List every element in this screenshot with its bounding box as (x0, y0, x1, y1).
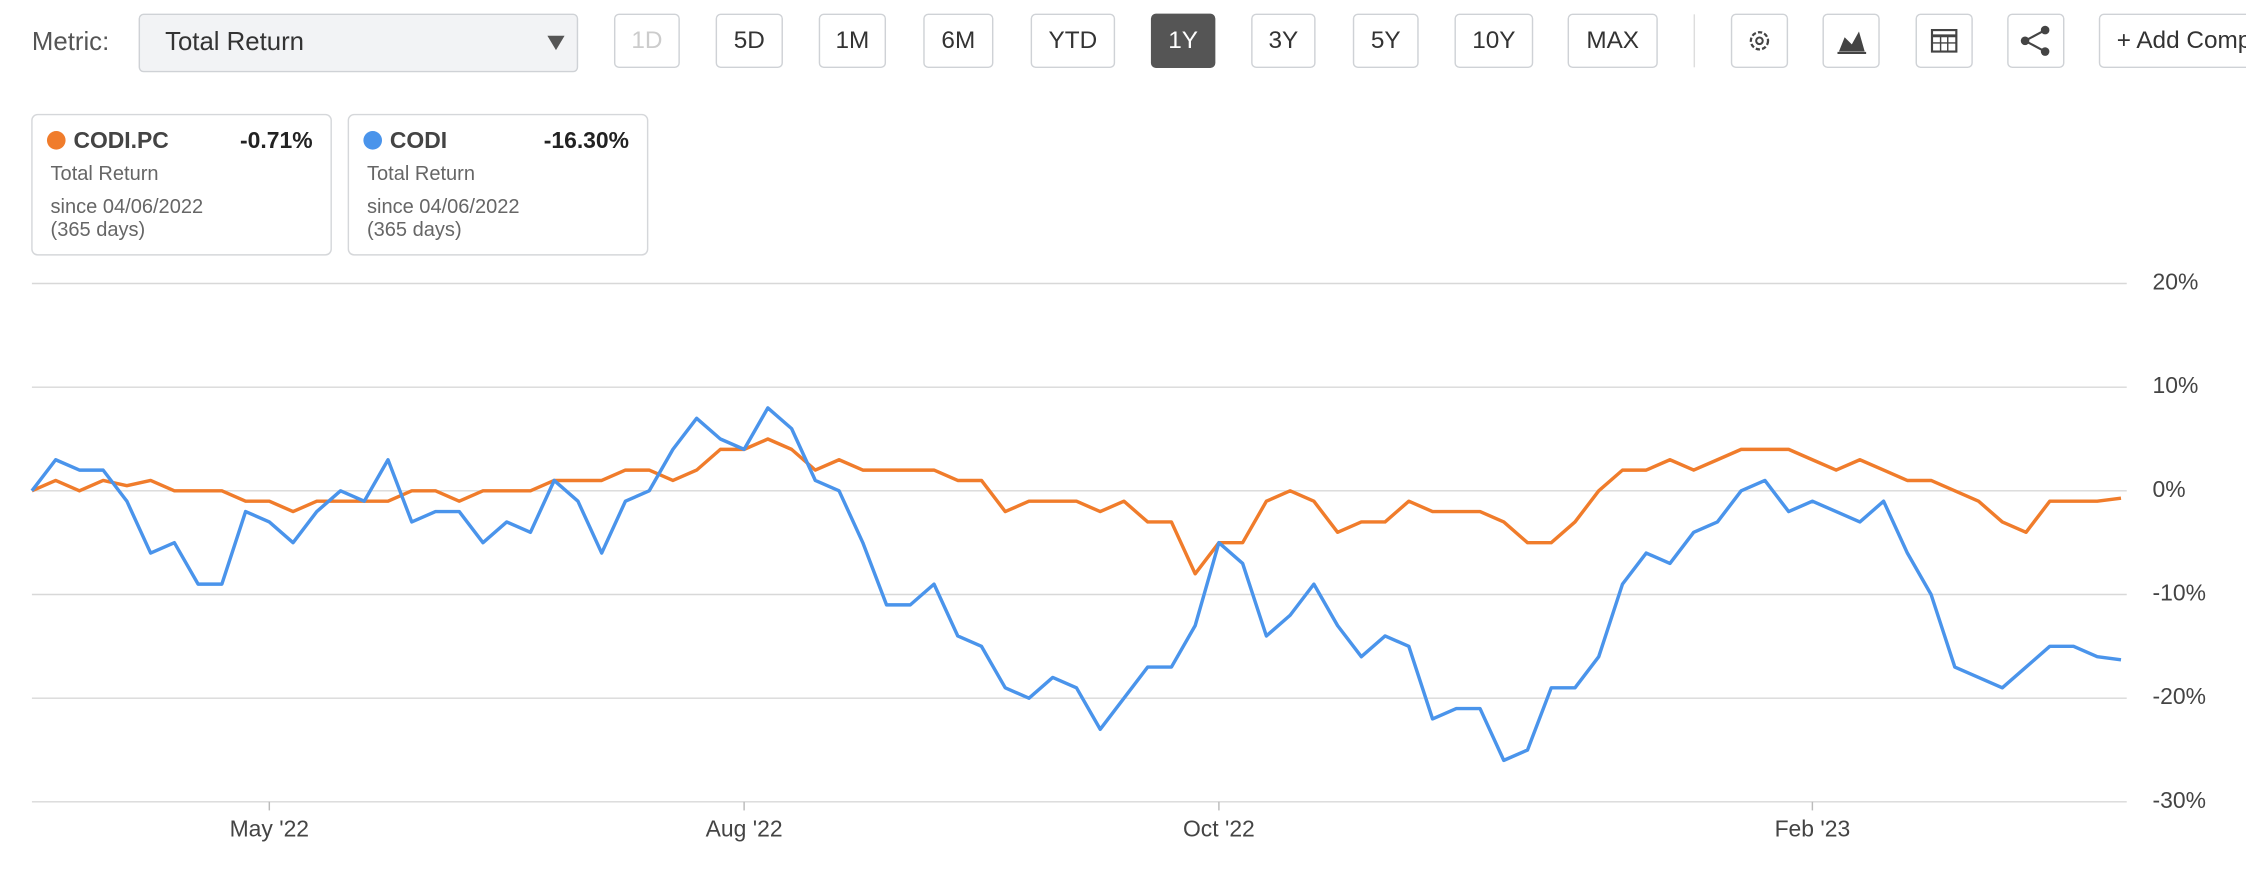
legend-name: CODI.PC (73, 127, 168, 153)
period-label: 6M (941, 27, 975, 54)
legend-name: CODI (390, 127, 447, 153)
period-label: MAX (1586, 27, 1639, 54)
period-label: 5D (734, 27, 765, 54)
period-button[interactable] (1150, 13, 1216, 69)
table-button[interactable] (1915, 13, 1973, 69)
dropdown-arrow (547, 35, 565, 51)
legend-change: -16.30% (544, 127, 629, 153)
period-label: 5Y (1371, 27, 1401, 54)
period-label: 1D (631, 27, 662, 54)
x-tick-label: Oct '22 (1183, 816, 1255, 842)
series-line (30, 406, 2122, 763)
add-comparison-label: + Add Comparison (2117, 27, 2246, 54)
period-label: 3Y (1268, 27, 1298, 54)
period-label: YTD (1049, 27, 1098, 54)
x-tick-label: Aug '22 (706, 816, 783, 842)
y-tick-label: -20% (2153, 683, 2206, 709)
period-button[interactable] (818, 13, 887, 69)
share-button[interactable] (2007, 13, 2065, 69)
metric-label: Metric: (32, 28, 109, 56)
period-button[interactable] (1567, 13, 1658, 69)
period-label: 1Y (1168, 27, 1198, 54)
settings-button[interactable] (1730, 13, 1789, 69)
x-tick-label: Feb '23 (1775, 816, 1851, 842)
metric-value: Total Return (165, 28, 304, 56)
period-button[interactable] (1251, 13, 1316, 69)
add-comparison-button[interactable] (2098, 13, 2246, 69)
period-label: 1M (835, 27, 869, 54)
period-button[interactable] (613, 13, 680, 69)
legend-card[interactable] (31, 113, 332, 256)
x-tick-label: May '22 (230, 816, 309, 842)
period-button[interactable] (923, 13, 994, 69)
legend-metric: Total Return (51, 163, 159, 185)
y-tick-label: 0% (2153, 476, 2186, 502)
legend-days: (365 days) (367, 219, 462, 241)
period-label: 10Y (1472, 27, 1515, 54)
period-button[interactable] (1352, 13, 1419, 69)
legend-metric: Total Return (367, 163, 475, 185)
period-button[interactable] (1030, 13, 1116, 69)
legend-since: since 04/06/2022 (367, 196, 520, 218)
legend-card[interactable] (347, 113, 649, 256)
y-tick-label: 20% (2153, 269, 2199, 295)
legend-since: since 04/06/2022 (51, 196, 204, 218)
period-button[interactable] (715, 13, 783, 69)
legend-days: (365 days) (51, 219, 146, 241)
series-line (31, 437, 2122, 576)
y-tick-label: -30% (2153, 787, 2206, 813)
y-tick-label: 10% (2153, 372, 2199, 398)
period-button[interactable] (1454, 13, 1534, 69)
y-tick-label: -10% (2153, 580, 2206, 606)
chart-type-button[interactable] (1822, 13, 1880, 69)
metric-select[interactable] (138, 13, 579, 73)
legend-dot (46, 131, 66, 150)
legend-change: -0.71% (240, 127, 313, 153)
legend-dot (363, 131, 383, 150)
